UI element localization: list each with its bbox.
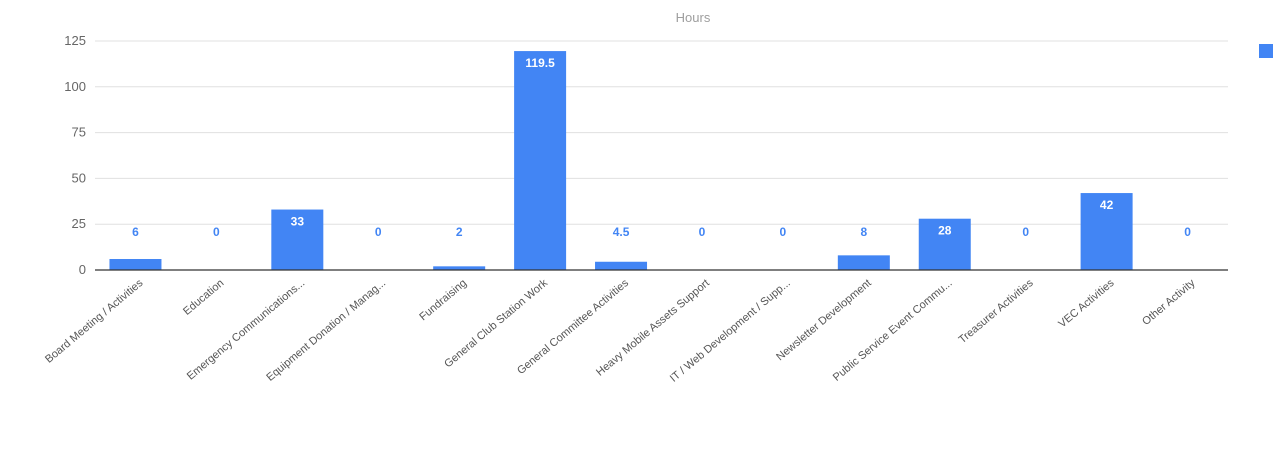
chart-subtitle: Hours bbox=[676, 10, 711, 25]
x-tick-label: Education bbox=[181, 277, 226, 318]
bars bbox=[109, 51, 1133, 270]
data-label: 0 bbox=[1022, 225, 1029, 239]
data-label: 6 bbox=[132, 225, 139, 239]
bar bbox=[595, 261, 648, 270]
y-tick-label: 0 bbox=[79, 262, 86, 277]
x-tick-label: Other Activity bbox=[1140, 277, 1198, 328]
data-label: 119.5 bbox=[525, 56, 555, 70]
bar bbox=[514, 51, 567, 270]
data-label: 0 bbox=[213, 225, 220, 239]
data-label: 8 bbox=[860, 225, 867, 239]
bar bbox=[433, 266, 486, 270]
x-tick-label: Board Meeting / Activities bbox=[43, 277, 146, 366]
x-tick-label: VEC Activities bbox=[1056, 277, 1117, 331]
y-tick-label: 125 bbox=[64, 33, 86, 48]
data-label: 42 bbox=[1100, 198, 1114, 212]
legend-swatch bbox=[1259, 44, 1273, 58]
data-label: 0 bbox=[1184, 225, 1191, 239]
data-label: 2 bbox=[456, 225, 463, 239]
data-label: 28 bbox=[938, 224, 952, 238]
bar bbox=[918, 218, 971, 270]
data-label: 0 bbox=[699, 225, 706, 239]
y-axis: 0 25 50 75 100 125 bbox=[64, 33, 86, 277]
data-label: 0 bbox=[375, 225, 382, 239]
data-label: 33 bbox=[291, 215, 305, 229]
data-labels: 6 0 33 0 2 119.5 4.5 0 0 8 28 0 42 0 bbox=[132, 56, 1191, 239]
bar bbox=[109, 259, 162, 270]
x-tick-label: Fundraising bbox=[417, 277, 469, 323]
x-tick-label: Treasurer Activities bbox=[957, 277, 1036, 346]
gridlines bbox=[95, 40, 1228, 225]
x-axis: Board Meeting / Activities EducationEmerg… bbox=[43, 269, 1228, 385]
y-tick-label: 100 bbox=[64, 79, 86, 94]
data-label: 0 bbox=[780, 225, 787, 239]
data-label: 4.5 bbox=[613, 225, 630, 239]
bar bbox=[1080, 193, 1133, 270]
y-tick-label: 25 bbox=[72, 216, 86, 231]
y-tick-label: 75 bbox=[72, 125, 86, 140]
y-tick-label: 50 bbox=[72, 170, 86, 185]
bar bbox=[837, 255, 890, 270]
bar bbox=[271, 209, 324, 270]
